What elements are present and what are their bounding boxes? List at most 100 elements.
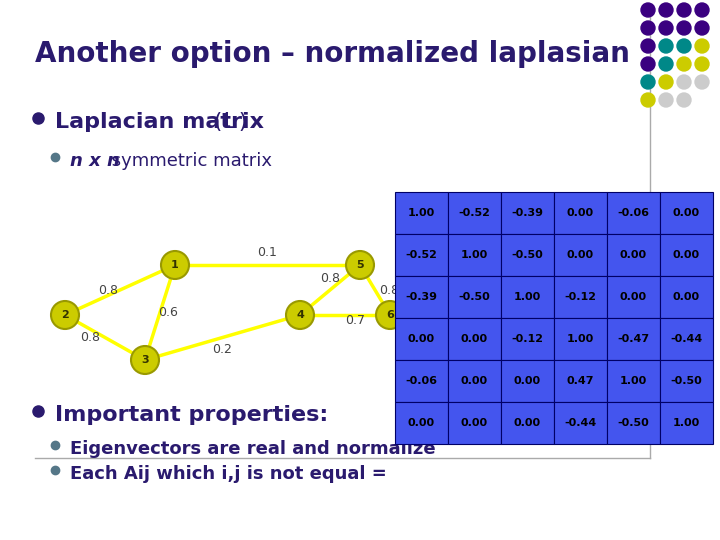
Text: 0.6: 0.6 (158, 306, 178, 319)
Bar (554, 360, 607, 402)
Circle shape (51, 301, 79, 329)
Text: 0.00: 0.00 (408, 418, 435, 428)
Bar (395, 318, 448, 360)
Circle shape (677, 93, 691, 107)
Circle shape (677, 75, 691, 89)
Bar (448, 192, 501, 234)
Text: 0.00: 0.00 (514, 418, 541, 428)
Bar (554, 192, 607, 234)
Bar (448, 276, 501, 318)
Bar (395, 402, 448, 444)
Text: -0.06: -0.06 (405, 376, 438, 386)
Text: 2: 2 (61, 310, 69, 320)
Text: -0.44: -0.44 (670, 334, 703, 344)
Text: Another option – normalized laplasian: Another option – normalized laplasian (35, 40, 630, 68)
Text: 6: 6 (386, 310, 394, 320)
Text: 1.00: 1.00 (620, 376, 647, 386)
Bar (395, 234, 448, 276)
Text: -0.06: -0.06 (618, 208, 649, 218)
Bar (607, 192, 660, 234)
Text: 0.7: 0.7 (345, 314, 365, 327)
Circle shape (641, 75, 655, 89)
Text: 0.00: 0.00 (673, 250, 700, 260)
Text: Important properties:: Important properties: (55, 405, 328, 425)
Text: symmetric matrix: symmetric matrix (106, 152, 272, 170)
Text: 0.2: 0.2 (212, 343, 233, 356)
Text: n x n: n x n (70, 152, 120, 170)
Bar (501, 318, 554, 360)
Text: 1.00: 1.00 (408, 208, 435, 218)
Text: -0.52: -0.52 (405, 250, 438, 260)
Text: 0.00: 0.00 (514, 376, 541, 386)
Text: -0.44: -0.44 (564, 418, 597, 428)
Bar (554, 402, 607, 444)
Text: -0.12: -0.12 (564, 292, 596, 302)
Bar (660, 360, 713, 402)
Bar (448, 234, 501, 276)
Text: 0.00: 0.00 (567, 250, 594, 260)
Circle shape (641, 57, 655, 71)
FancyArrow shape (415, 299, 470, 331)
Circle shape (659, 75, 673, 89)
Text: 1.00: 1.00 (567, 334, 594, 344)
Text: 0.00: 0.00 (461, 334, 488, 344)
Text: 0.00: 0.00 (567, 208, 594, 218)
Circle shape (659, 21, 673, 35)
Text: -0.52: -0.52 (459, 208, 490, 218)
Text: 0.00: 0.00 (673, 208, 700, 218)
Text: 0.00: 0.00 (461, 376, 488, 386)
Bar (660, 276, 713, 318)
Text: 3: 3 (141, 355, 149, 365)
Text: 0.00: 0.00 (620, 292, 647, 302)
Text: 1: 1 (171, 260, 179, 270)
Text: -0.50: -0.50 (670, 376, 703, 386)
Bar (501, 276, 554, 318)
Bar (660, 402, 713, 444)
Text: Each Aij which i,j is not equal =: Each Aij which i,j is not equal = (70, 465, 387, 483)
Bar (607, 360, 660, 402)
Text: 0.8: 0.8 (80, 331, 100, 344)
Text: 0.1: 0.1 (258, 246, 277, 260)
Text: 1.00: 1.00 (461, 250, 488, 260)
Text: -0.50: -0.50 (618, 418, 649, 428)
Bar (448, 402, 501, 444)
Circle shape (376, 301, 404, 329)
Text: (L): (L) (210, 112, 250, 132)
Circle shape (695, 3, 709, 17)
Text: 1.00: 1.00 (514, 292, 541, 302)
Circle shape (641, 93, 655, 107)
Text: 0.00: 0.00 (461, 418, 488, 428)
Bar (448, 360, 501, 402)
Bar (554, 276, 607, 318)
Text: 1.00: 1.00 (673, 418, 700, 428)
Circle shape (677, 3, 691, 17)
Bar (607, 318, 660, 360)
Bar (501, 402, 554, 444)
Bar (395, 192, 448, 234)
Circle shape (695, 75, 709, 89)
Circle shape (346, 251, 374, 279)
Bar (554, 318, 607, 360)
Text: -0.12: -0.12 (511, 334, 544, 344)
Bar (501, 192, 554, 234)
Circle shape (695, 39, 709, 53)
Text: 0.8: 0.8 (379, 284, 399, 296)
Circle shape (641, 39, 655, 53)
Text: 0.00: 0.00 (673, 292, 700, 302)
Circle shape (641, 3, 655, 17)
Text: 5: 5 (356, 260, 364, 270)
Bar (395, 276, 448, 318)
Circle shape (131, 346, 159, 374)
Bar (660, 318, 713, 360)
Text: 0.8: 0.8 (320, 272, 340, 285)
Text: 4: 4 (296, 310, 304, 320)
Circle shape (677, 39, 691, 53)
Text: -0.39: -0.39 (405, 292, 438, 302)
Bar (607, 402, 660, 444)
Circle shape (286, 301, 314, 329)
Circle shape (695, 57, 709, 71)
Circle shape (695, 21, 709, 35)
Bar (395, 360, 448, 402)
Text: -0.50: -0.50 (459, 292, 490, 302)
Bar (448, 318, 501, 360)
